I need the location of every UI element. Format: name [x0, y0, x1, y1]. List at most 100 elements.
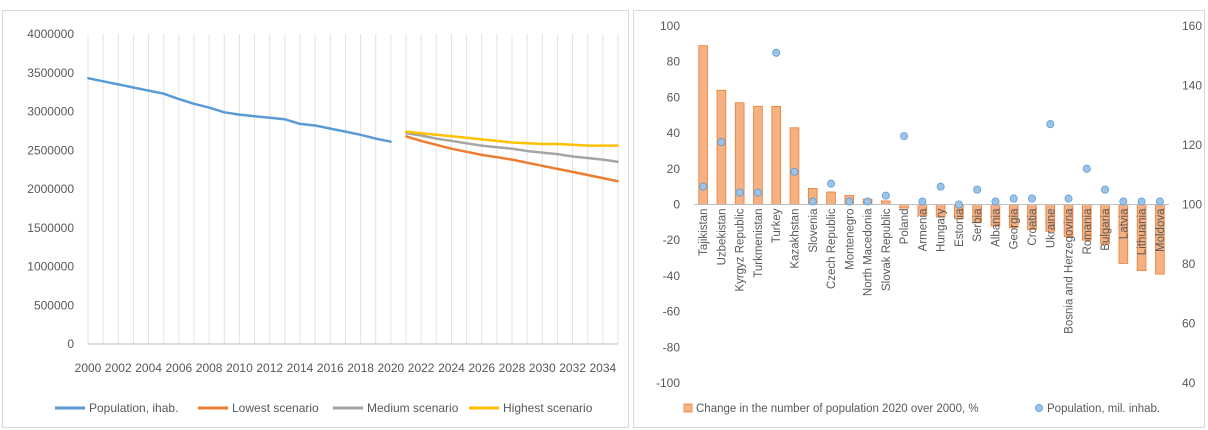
data-point — [374, 137, 377, 140]
y-tick-label: 80 — [667, 55, 681, 69]
scatter-point — [753, 188, 762, 197]
x-tick-label: 2032 — [559, 361, 586, 375]
legend-item: Change in the number of population 2020 … — [683, 403, 979, 415]
category-label: Latvia — [1118, 208, 1130, 239]
data-point — [480, 153, 483, 156]
x-tick-label: 2020 — [378, 361, 405, 375]
y2-tick-label: 100 — [1182, 198, 1202, 212]
data-point — [208, 106, 211, 109]
data-point — [617, 144, 619, 147]
category-label: Montenegro — [844, 208, 856, 269]
data-point — [465, 142, 468, 145]
data-point — [102, 80, 105, 83]
legend-item: Population, ihab. — [55, 401, 178, 415]
category-label: Serbia — [972, 208, 984, 242]
category-label: Uzbekistan — [716, 209, 728, 266]
y2-tick-label: 60 — [1182, 317, 1196, 331]
y2-tick-label: 120 — [1182, 138, 1202, 152]
scatter-point — [954, 200, 963, 209]
scatter-point — [1155, 197, 1164, 206]
data-point — [147, 89, 150, 92]
data-point — [283, 118, 286, 121]
category-label: Czech Republic — [826, 208, 838, 289]
data-point — [480, 144, 483, 147]
x-tick-label: 2008 — [196, 361, 223, 375]
category-label: Hungary — [936, 208, 948, 252]
legend-label: Population, mil. inhab. — [1047, 403, 1160, 415]
data-point — [541, 151, 544, 154]
data-point — [601, 144, 604, 147]
data-point — [435, 137, 438, 140]
y-tick-label: -60 — [663, 305, 681, 319]
x-tick-label: 2012 — [256, 361, 283, 375]
category-label: Slovenia — [808, 208, 820, 253]
bar — [826, 191, 836, 205]
scatter-point — [863, 197, 872, 206]
data-point — [450, 139, 453, 142]
x-tick-label: 2026 — [468, 361, 495, 375]
category-label: Moldova — [1155, 208, 1167, 252]
series-2 — [405, 131, 619, 164]
population-line-chart: 0 500000 1000000 1500000 2000000 2500000 30000… — [27, 27, 619, 415]
data-point — [495, 139, 498, 142]
x-tick-label: 2030 — [529, 361, 556, 375]
scatter-point — [1009, 194, 1018, 203]
scatter-point — [808, 197, 817, 206]
category-label: Estonia — [954, 208, 966, 247]
y-tick-label: -80 — [663, 340, 681, 354]
y2-tick-label: 80 — [1182, 257, 1196, 271]
series-3 — [405, 130, 619, 147]
legend-label: Lowest scenario — [232, 401, 319, 415]
y-tick-label: 3500000 — [27, 66, 74, 80]
scatter-point — [717, 138, 726, 147]
population-change-chart: -100 -80 -60 -40 -20 0 20 40 60 80 100 40 60 80 100 120… — [656, 19, 1202, 415]
x-tick-label: 2028 — [499, 361, 526, 375]
x-tick-label: 2014 — [287, 361, 314, 375]
population-line-chart-panel: 0 500000 1000000 1500000 2000000 2500000 30000… — [2, 10, 629, 428]
data-point — [405, 135, 407, 138]
category-label: Armenia — [917, 208, 929, 251]
category-label: Bosnia and Herzegovina — [1064, 208, 1076, 334]
legend-label: Highest scenario — [503, 401, 593, 415]
data-point — [511, 158, 513, 161]
category-label: Ukraine — [1045, 209, 1057, 249]
x-tick-label: 2002 — [105, 361, 132, 375]
y-tick-label: 2500000 — [27, 143, 74, 157]
scatter-point — [1101, 185, 1110, 194]
category-label: North Macedonia — [863, 208, 875, 296]
scatter-point — [1046, 120, 1055, 129]
bar-series — [698, 45, 1165, 275]
category-label: Albania — [990, 208, 1002, 247]
data-point — [601, 177, 604, 180]
bar — [771, 105, 781, 205]
scatter-point — [1027, 194, 1036, 203]
data-point — [420, 132, 423, 135]
data-point — [132, 86, 135, 89]
y-tick-label: 100 — [660, 19, 680, 33]
data-point — [253, 115, 256, 118]
data-point — [526, 142, 529, 145]
data-point — [435, 143, 438, 146]
y-tick-label: 3000000 — [27, 105, 74, 119]
scatter-point — [900, 132, 909, 141]
legend-item: Lowest scenario — [198, 401, 319, 415]
y-tick-label: -40 — [663, 269, 681, 283]
category-label: Georgia — [1009, 208, 1021, 250]
data-point — [556, 143, 559, 146]
legend-label: Medium scenario — [367, 401, 459, 415]
data-point — [329, 127, 332, 130]
data-point — [526, 161, 529, 164]
x-tick-label: 2018 — [347, 361, 374, 375]
data-point — [238, 113, 241, 116]
y-tick-label: 0 — [67, 337, 74, 351]
y-tick-label: -20 — [663, 233, 681, 247]
legend-item: Highest scenario — [469, 401, 593, 415]
data-point — [541, 143, 544, 146]
category-label: Kyrgyz Republic — [735, 208, 747, 291]
data-point — [480, 138, 483, 141]
bar — [698, 45, 708, 205]
y-tick-label: 60 — [667, 90, 681, 104]
scatter-point — [790, 167, 799, 176]
data-point — [526, 150, 529, 153]
data-point — [420, 139, 423, 142]
